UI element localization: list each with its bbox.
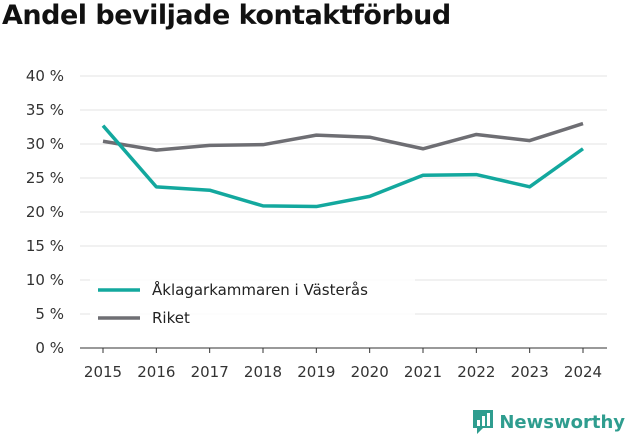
x-axis-tick-labels: 2015 2016 2017 2018 2019 2020 2021 2022 2023 2024 [84,363,602,381]
x-tick-label: 2017 [191,363,229,381]
series-lines [101,121,585,209]
y-tick-label: 0 % [35,339,64,357]
y-tick-label: 15 % [26,237,64,255]
x-tick-label: 2023 [511,363,549,381]
y-tick-label: 20 % [26,203,64,221]
legend: Åklagarkammaren i Västerås Riket [90,272,415,334]
x-tick-label: 2015 [84,363,122,381]
x-axis [80,347,607,353]
brand-name: Newsworthy [499,411,625,433]
x-tick-label: 2019 [297,363,335,381]
x-tick-label: 2016 [137,363,175,381]
x-tick-label: 2018 [244,363,282,381]
series-line-riket [102,121,584,152]
series-line-aklagarkammaren [101,124,585,209]
y-tick-label: 25 % [26,169,64,187]
bar-chart-logo-icon [473,410,494,434]
chart-title: Andel beviljade kontaktförbud [2,0,451,31]
x-tick-label: 2021 [404,363,442,381]
x-tick-label: 2022 [457,363,495,381]
y-tick-label: 5 % [35,305,64,323]
x-tick-label: 2024 [564,363,602,381]
x-tick-label: 2020 [351,363,389,381]
legend-background [90,272,415,334]
y-tick-label: 10 % [26,271,64,289]
y-tick-label: 35 % [26,101,64,119]
legend-label: Åklagarkammaren i Västerås [152,280,368,299]
y-axis-tick-labels: 0 % 5 % 10 % 15 % 20 % 25 % 30 % 35 % 40 % [26,67,64,357]
y-tick-label: 40 % [26,67,64,85]
y-tick-label: 30 % [26,135,64,153]
brand-logo: Newsworthy [471,409,625,435]
legend-label: Riket [152,309,190,327]
